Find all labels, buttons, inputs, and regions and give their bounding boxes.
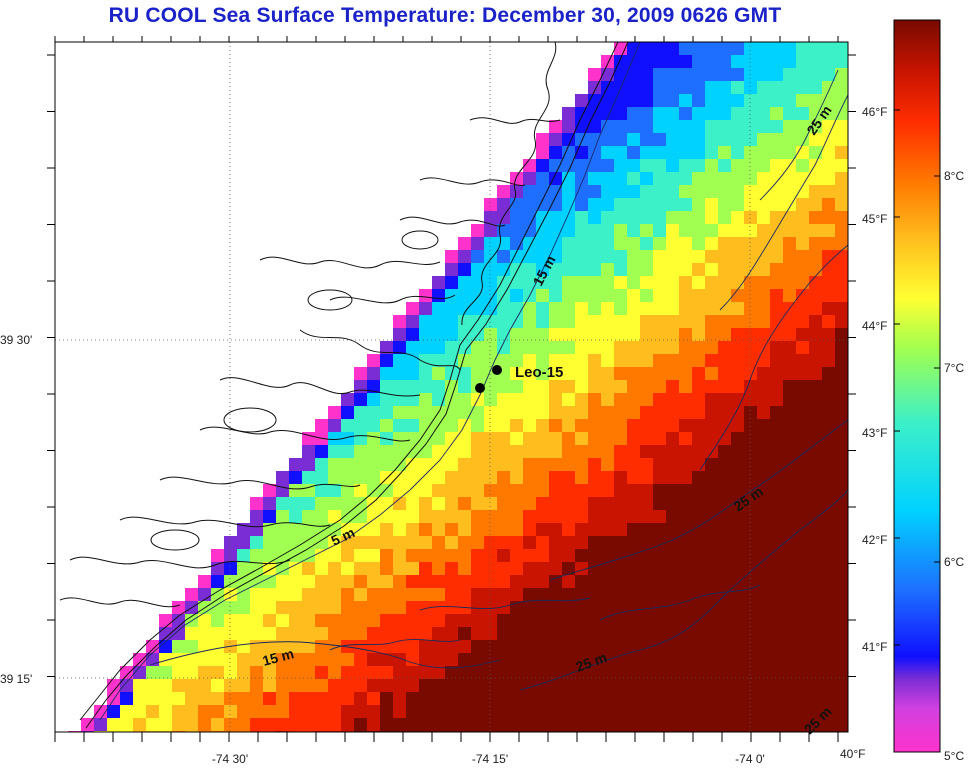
colorbar-c-label: 5°C: [944, 749, 964, 763]
colorbar-f-label: 45°F: [862, 212, 887, 226]
colorbar-c-label: 6°C: [944, 555, 964, 569]
station-label: Leo-15: [515, 364, 563, 381]
lon-tick-label: -74 15': [472, 752, 508, 766]
lon-tick-label: -74 0': [735, 752, 765, 766]
contour-labels: 5 m 15 m 15 m 25 m 25 m 25 m 25 m: [261, 102, 835, 737]
grid-lines: [55, 42, 848, 732]
colorbar-c-label: 7°C: [944, 361, 964, 375]
lon-tick-label: -74 30': [212, 752, 248, 766]
station-leo-15[interactable]: Leo-15: [475, 364, 563, 393]
coastline: [59, 42, 629, 729]
colorbar-gradient: [893, 19, 941, 753]
sst-field: [68, 42, 848, 732]
colorbar-f-label: 41°F: [862, 640, 887, 654]
colorbar-f-label: 43°F: [862, 426, 887, 440]
colorbar: 40°F 41°F 42°F 43°F 44°F 45°F 46°F 5°C 6…: [840, 19, 964, 763]
contour-label: 15 m: [261, 645, 296, 669]
colorbar-c-label: 8°C: [944, 169, 964, 183]
map-title: RU COOL Sea Surface Temperature: Decembe…: [108, 4, 782, 27]
station-marker[interactable]: [492, 365, 502, 375]
colorbar-f-label: 40°F: [840, 747, 865, 761]
axis-ticks: [47, 36, 856, 742]
lat-tick-label: 39 15': [0, 672, 32, 686]
colorbar-f-label: 44°F: [862, 319, 887, 333]
colorbar-f-label: 46°F: [862, 105, 887, 119]
lat-tick-label: 39 30': [0, 333, 32, 347]
plot-border: [54, 41, 849, 733]
station-marker[interactable]: [475, 383, 485, 393]
colorbar-f-label: 42°F: [862, 533, 887, 547]
bathymetry-contours: [99, 42, 848, 721]
